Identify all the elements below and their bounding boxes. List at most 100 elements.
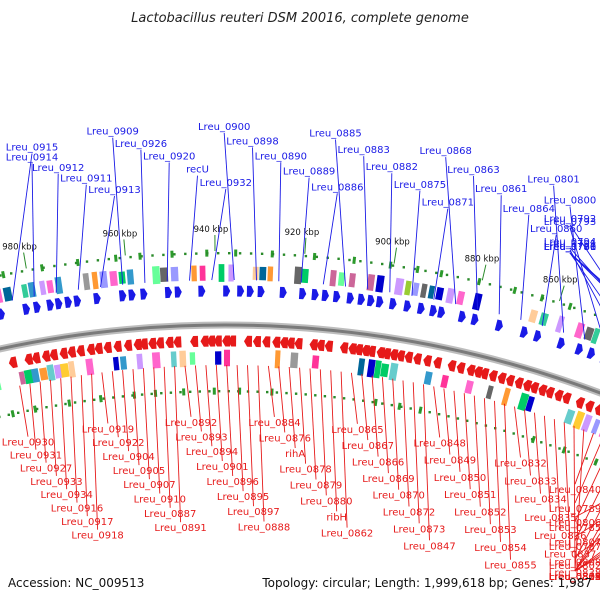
forward-gene-label: Lreu_0786 <box>544 242 596 253</box>
forward-gene <box>403 300 412 312</box>
outer-marker <box>75 258 80 267</box>
reverse-gene-label: ribH <box>326 512 347 523</box>
label-leader <box>574 525 600 572</box>
label-leader <box>252 147 257 281</box>
forward-gene-label: Lreu_0882 <box>366 162 418 173</box>
label-leader <box>300 177 310 283</box>
forward-gene-label: Lreu_0864 <box>503 204 555 215</box>
label-leader <box>574 443 600 504</box>
forward-gene <box>375 295 384 308</box>
inner-dot <box>17 411 20 414</box>
inner-cog-block <box>151 352 161 369</box>
forward-gene <box>223 285 231 297</box>
inner-dot <box>294 392 298 395</box>
gene-labels: Lreu_0915Lreu_0914Lreu_0912Lreu_0911Lreu… <box>2 122 600 583</box>
forward-gene <box>164 286 173 299</box>
label-leader <box>569 252 600 297</box>
outer-dot <box>107 257 110 261</box>
label-leader <box>11 153 33 301</box>
topology-text: Topology: circular; Length: 1,999,618 bp… <box>261 576 592 590</box>
label-leader <box>340 371 348 528</box>
outer-marker <box>39 264 45 272</box>
label-leader <box>483 398 491 525</box>
reverse-gene-label: Lreu_0854 <box>474 543 526 554</box>
forward-gene <box>118 290 127 302</box>
inner-dot <box>323 395 327 398</box>
reverse-gene <box>67 346 77 358</box>
label-leader <box>473 395 481 507</box>
inner-cog-block <box>485 385 494 400</box>
reverse-gene <box>538 384 548 397</box>
reverse-gene-label: Lreu_0804 <box>549 572 600 583</box>
outer-cog-block <box>427 285 436 300</box>
inner-dot <box>150 392 153 396</box>
outer-cog-block <box>252 266 259 281</box>
inner-dot <box>83 399 86 403</box>
inner-dot <box>362 399 365 402</box>
inner-dot <box>400 405 403 408</box>
outer-cog-block <box>159 267 169 283</box>
outer-cog-block <box>228 264 234 282</box>
outer-marker <box>312 252 317 261</box>
inner-dot <box>179 391 182 394</box>
forward-gene <box>128 289 136 301</box>
scale-tick-mark <box>123 239 126 256</box>
reverse-gene <box>207 335 216 347</box>
scale-tick-label: 960 kbp <box>103 229 138 239</box>
outer-dot <box>478 280 481 283</box>
label-leader <box>39 381 47 463</box>
outer-dot <box>573 306 576 310</box>
reverse-gene <box>361 344 371 357</box>
label-leader <box>55 173 59 293</box>
outer-dot <box>96 259 100 262</box>
reverse-gene-label: Lreu_0933 <box>30 477 82 488</box>
reverse-gene <box>222 335 231 347</box>
label-leader <box>389 173 393 293</box>
reverse-gene <box>554 389 564 402</box>
inner-cog-block <box>366 359 376 378</box>
label-leader <box>153 367 161 494</box>
inner-dot <box>521 435 525 438</box>
outer-cog-block <box>445 287 456 304</box>
reverse-gene-label: Lreu_0893 <box>175 432 227 443</box>
inner-dot <box>428 411 431 414</box>
inner-dot <box>0 415 1 419</box>
forward-gene-label: Lreu_0871 <box>422 198 474 209</box>
forward-gene-label: Lreu_0790 <box>544 242 596 253</box>
reverse-gene-label: Lreu_0850 <box>434 473 486 484</box>
forward-gene-label: Lreu_0781 <box>544 242 596 253</box>
outer-cog-block <box>393 277 405 296</box>
label-leader <box>553 419 561 531</box>
outer-dot <box>402 266 405 269</box>
label-leader <box>236 365 244 492</box>
inner-dot <box>217 390 221 393</box>
forward-gene <box>257 285 265 298</box>
reverse-gene-label: Lreu_0803 <box>549 572 600 583</box>
inner-dot <box>381 402 384 405</box>
forward-gene-label: Lreu_0868 <box>419 146 471 157</box>
label-leader <box>433 386 441 438</box>
inner-dot <box>558 447 561 450</box>
reverse-gene-label: Lreu_0867 <box>342 441 394 452</box>
reverse-gene-label: Lreu_0853 <box>464 525 516 536</box>
reverse-gene <box>103 341 113 354</box>
forward-gene-label: recU <box>186 165 209 176</box>
reverse-gene-label: Lreu_0839 <box>549 572 600 583</box>
forward-gene-label: Lreu_0911 <box>60 174 112 185</box>
outer-dot <box>348 258 351 262</box>
outer-dot <box>228 252 231 255</box>
inner-dot <box>208 390 211 393</box>
forward-gene <box>246 285 254 297</box>
reverse-gene <box>497 372 507 385</box>
label-leader <box>142 368 150 480</box>
inner-dot <box>333 396 336 399</box>
label-leader <box>574 554 600 572</box>
outer-cog-block <box>38 280 47 296</box>
inner-cog-block <box>67 360 76 378</box>
label-leader <box>49 379 57 476</box>
forward-gene-label: Lreu_0875 <box>394 180 446 191</box>
forward-gene-label: Lreu_0932 <box>200 178 252 189</box>
forward-gene <box>237 285 245 297</box>
